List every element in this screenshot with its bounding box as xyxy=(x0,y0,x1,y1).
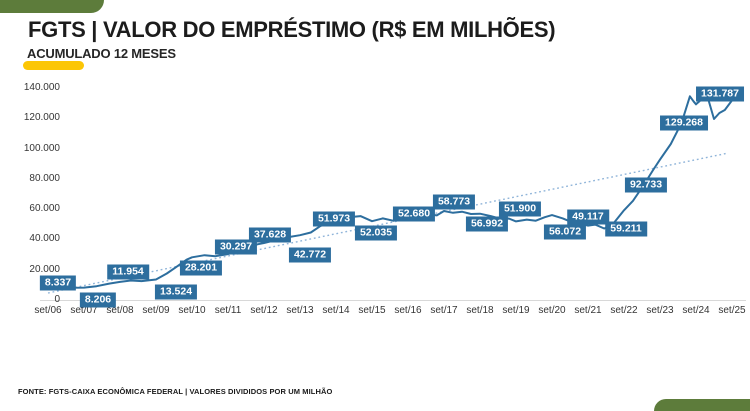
y-tick-label: 20.000 xyxy=(29,263,60,275)
x-tick-label: set/10 xyxy=(178,305,206,316)
y-tick-label: 40.000 xyxy=(29,233,60,245)
data-label: 131.787 xyxy=(696,86,744,102)
data-label: 51.900 xyxy=(498,201,542,217)
data-label: 58.773 xyxy=(432,194,476,210)
data-label: 30.297 xyxy=(214,239,258,255)
data-label: 56.992 xyxy=(465,216,509,232)
data-label: 51.973 xyxy=(312,211,356,227)
x-tick-label: set/11 xyxy=(214,305,242,316)
page-title: FGTS | VALOR DO EMPRÉSTIMO (R$ EM MILHÕE… xyxy=(28,17,556,42)
top-left-green-accent-bar xyxy=(0,0,104,13)
x-tick-label: set/07 xyxy=(70,305,98,316)
data-label: 8.206 xyxy=(79,292,117,308)
x-tick-label: set/14 xyxy=(322,305,350,316)
x-tick-label: set/16 xyxy=(394,305,422,316)
x-tick-label: set/24 xyxy=(682,305,710,316)
x-tick-label: set/25 xyxy=(718,305,746,316)
y-tick-label: 0 xyxy=(54,294,60,305)
x-tick-label: set/15 xyxy=(358,305,386,316)
x-tick-label: set/21 xyxy=(574,305,602,316)
bottom-right-green-accent-bar xyxy=(654,399,750,411)
x-tick-label: set/19 xyxy=(502,305,530,316)
data-label: 49.117 xyxy=(567,209,609,225)
data-label: 28.201 xyxy=(179,260,223,276)
y-tick-label: 100.000 xyxy=(23,142,60,154)
data-label: 56.072 xyxy=(543,224,587,240)
data-label: 52.035 xyxy=(354,225,398,241)
data-label: 59.211 xyxy=(605,221,647,237)
x-tick-label: set/22 xyxy=(610,305,638,316)
yellow-highlight-bar xyxy=(23,61,84,70)
y-tick-label: 60.000 xyxy=(29,203,60,215)
dotted-trendline xyxy=(47,152,729,294)
data-label: 13.524 xyxy=(154,284,198,300)
x-tick-label: set/12 xyxy=(250,305,278,316)
y-tick-label: 80.000 xyxy=(29,172,60,184)
page-subtitle: ACUMULADO 12 MESES xyxy=(27,46,176,61)
x-tick-label: set/17 xyxy=(430,305,458,316)
x-tick-label: set/09 xyxy=(142,305,170,316)
data-label: 92.733 xyxy=(624,177,668,193)
x-tick-label: set/13 xyxy=(286,305,314,316)
x-tick-label: set/20 xyxy=(538,305,566,316)
data-label: 11.954 xyxy=(107,264,149,280)
x-tick-label: set/18 xyxy=(466,305,494,316)
data-label: 129.268 xyxy=(660,115,708,131)
source-note: FONTE: FGTS-CAIXA ECONÔMICA FEDERAL | VA… xyxy=(18,387,333,396)
x-tick-label: set/23 xyxy=(646,305,674,316)
data-label: 37.628 xyxy=(248,227,292,243)
data-label: 8.337 xyxy=(39,275,77,291)
x-tick-label: set/08 xyxy=(106,305,134,316)
y-tick-label: 140.000 xyxy=(23,82,60,93)
y-tick-label: 120.000 xyxy=(23,112,60,124)
data-label: 42.772 xyxy=(288,247,332,263)
x-tick-label: set/06 xyxy=(34,305,62,316)
data-label: 52.680 xyxy=(392,206,436,222)
